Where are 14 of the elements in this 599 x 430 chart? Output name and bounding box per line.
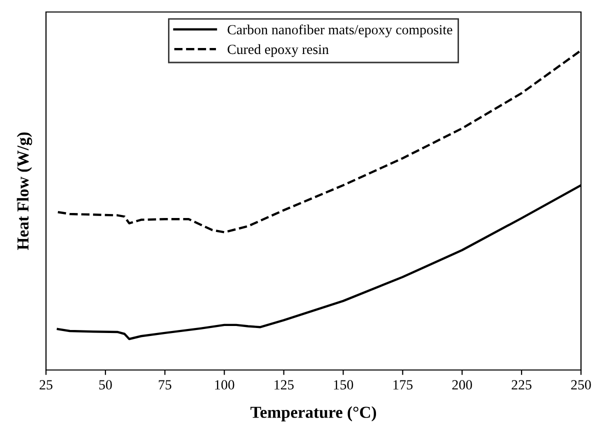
x-tick-label: 75 <box>158 380 172 390</box>
x-tick-label: 100 <box>215 380 234 390</box>
x-tick-label: 150 <box>334 380 354 390</box>
x-tick-label: 225 <box>512 380 532 390</box>
x-tick-label: 175 <box>393 380 413 390</box>
x-tick-label: 200 <box>452 380 472 390</box>
x-tick-label: 25 <box>40 380 52 390</box>
x-tick-label: 50 <box>99 380 112 390</box>
legend-label: Cured epoxy resin <box>228 44 329 57</box>
legend-label: Carbon nanofiber mats/epoxy composite <box>228 24 452 38</box>
x-axis-title: Temperature (°C) <box>250 406 376 422</box>
x-tick-label: 250 <box>571 380 591 390</box>
x-tick-label: 125 <box>274 380 294 390</box>
y-axis-title: Heat Flow (W/g) <box>16 132 32 250</box>
